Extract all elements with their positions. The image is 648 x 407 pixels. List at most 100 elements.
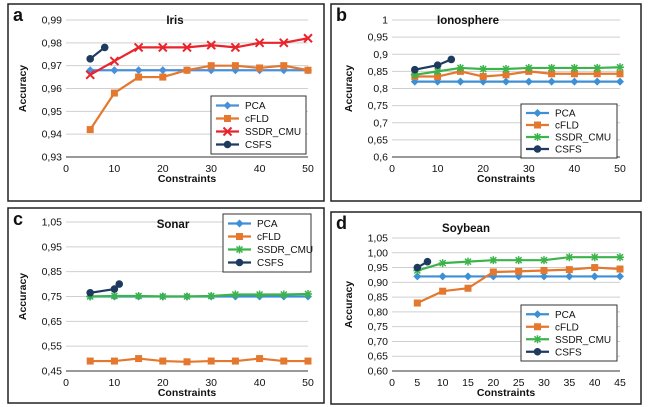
x-tick-label: 20 xyxy=(157,377,169,389)
data-point xyxy=(134,66,143,75)
y-axis-title: Accuracy xyxy=(343,65,355,112)
y-tick-label: 0,95 xyxy=(368,32,389,44)
x-tick-label: 30 xyxy=(205,377,217,389)
x-tick-label: 15 xyxy=(462,377,474,389)
data-point xyxy=(524,63,533,72)
x-tick-label: 10 xyxy=(109,163,121,175)
y-tick-label: 0,75 xyxy=(368,100,389,112)
series-csfs xyxy=(411,55,456,74)
data-point xyxy=(591,264,599,272)
data-point xyxy=(115,280,124,288)
y-tick-label: 0,85 xyxy=(42,266,63,278)
data-point xyxy=(590,253,599,262)
series-cfld xyxy=(86,62,312,134)
data-point xyxy=(304,66,312,74)
data-point xyxy=(464,272,472,281)
series-line xyxy=(414,70,620,78)
x-tick-label: 10 xyxy=(109,377,121,389)
data-point xyxy=(158,292,167,301)
panel-letter: a xyxy=(13,5,24,25)
data-point xyxy=(413,272,422,281)
data-point xyxy=(456,63,465,72)
legend-swatch-marker xyxy=(533,145,542,153)
data-point xyxy=(547,63,556,72)
data-point xyxy=(593,63,602,72)
data-point xyxy=(570,77,579,86)
series-csfs xyxy=(86,43,109,63)
series-line xyxy=(414,66,621,76)
data-point xyxy=(254,38,265,48)
series-pca xyxy=(410,77,624,86)
data-point xyxy=(86,288,94,297)
data-point xyxy=(423,257,432,266)
data-point xyxy=(489,256,498,265)
data-point xyxy=(304,357,312,365)
series-cfld xyxy=(86,355,312,366)
legend-swatch-marker xyxy=(236,233,243,240)
x-tick-label: 50 xyxy=(614,163,626,175)
series-csfs xyxy=(413,257,432,272)
data-point xyxy=(411,65,419,74)
legend-swatch-marker xyxy=(534,323,541,331)
x-tick-label: 40 xyxy=(569,163,581,175)
y-tick-label: 0,45 xyxy=(42,366,63,378)
series-line xyxy=(89,37,309,76)
y-tick-label: 1,00 xyxy=(368,247,389,259)
x-tick-label: 50 xyxy=(302,163,314,175)
panel-a: 0,93 0,94 0,95 0,96 0,97 0,98 0,99 0 10 20 30 40 50 C… xyxy=(7,3,325,202)
legend-label: CSFS xyxy=(555,145,582,156)
y-tick-label: 0,99 xyxy=(42,15,63,27)
data-point xyxy=(439,287,447,295)
data-point xyxy=(616,265,624,273)
data-point xyxy=(514,256,523,265)
data-point xyxy=(86,126,94,134)
data-point xyxy=(502,77,510,86)
x-tick-label: 50 xyxy=(302,377,314,389)
data-point xyxy=(85,70,95,80)
data-point xyxy=(570,63,579,72)
panel-c: 0,45 0,55 0,65 0,75 0,85 0,95 1,05 0 10 20 30 40 50 C… xyxy=(7,207,325,404)
y-tick-label: 0,9 xyxy=(373,49,388,61)
data-point xyxy=(134,292,143,301)
x-axis-title: Constraints xyxy=(158,173,217,185)
data-point xyxy=(158,42,168,53)
data-point xyxy=(110,285,119,293)
data-point xyxy=(438,259,447,268)
legend-label: SSDR_CMU xyxy=(257,245,313,256)
y-tick-label: 0,8 xyxy=(373,83,388,95)
data-point xyxy=(616,253,624,262)
data-point xyxy=(255,290,264,299)
y-tick-label: 0,85 xyxy=(368,66,389,78)
data-point xyxy=(109,56,120,66)
y-axis-title: Accuracy xyxy=(17,65,29,112)
x-tick-label: 0 xyxy=(389,163,395,175)
panel-letter: d xyxy=(336,213,347,233)
legend-label: cFLD xyxy=(555,322,579,333)
y-tick-label: 0,90 xyxy=(368,277,389,289)
panel-letter: b xyxy=(336,5,347,25)
legend-label: SSDR_CMU xyxy=(555,133,611,144)
chart-title: Sonar xyxy=(157,219,190,231)
legend-label: cFLD xyxy=(245,114,269,125)
data-point xyxy=(110,89,118,97)
chart-title: Ionosphere xyxy=(437,15,499,27)
y-tick-label: 1,05 xyxy=(368,233,389,245)
y-tick-label: 0,95 xyxy=(42,106,63,118)
x-tick-label: 25 xyxy=(513,377,525,389)
data-point xyxy=(540,272,548,281)
series-ssdr-cmu xyxy=(410,63,624,79)
series-line xyxy=(90,357,308,363)
legend-label: SSDR_CMU xyxy=(555,335,611,346)
data-point xyxy=(135,355,143,363)
x-tick-label: 30 xyxy=(538,377,550,389)
legend-swatch-marker xyxy=(533,335,542,344)
data-point xyxy=(616,77,624,86)
data-point xyxy=(616,63,624,72)
series-pca xyxy=(413,272,624,281)
legend-swatch-marker xyxy=(533,347,542,356)
x-axis-title: Constraints xyxy=(158,387,217,399)
data-point xyxy=(158,66,167,75)
data-point xyxy=(616,70,624,78)
